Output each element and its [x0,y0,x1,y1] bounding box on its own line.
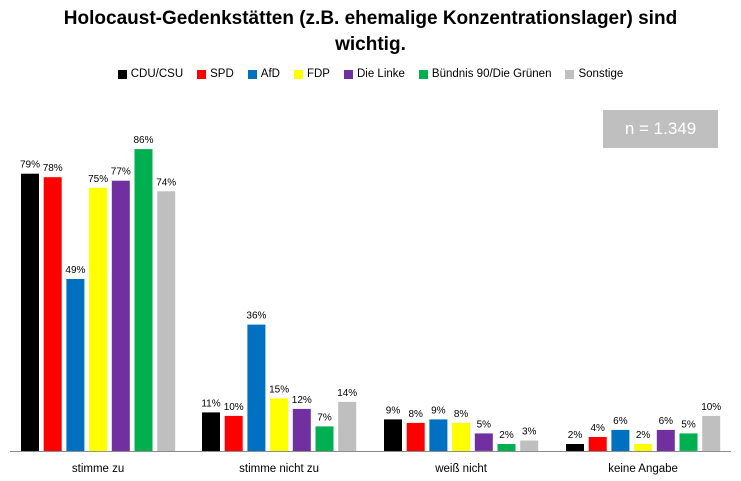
data-label: 14% [337,388,357,399]
data-label: 9% [431,405,446,416]
bar [247,324,266,451]
bar [384,419,402,451]
category-label: weiß nicht [434,463,488,475]
bar [21,173,39,451]
legend-item: Sonstige [565,68,623,80]
chart-title: Holocaust-Gedenkstätten (z.B. ehemalige … [0,6,741,58]
data-label: 78% [43,163,63,174]
category-label: stimme nicht zu [239,463,319,475]
bar [566,444,584,451]
sample-size-badge: n = 1.349 [603,110,718,148]
legend-item: FDP [293,68,330,80]
data-label: 77% [111,167,131,178]
bar [474,433,493,451]
legend-swatch [117,69,127,79]
legend-label: SPD [210,68,234,80]
bar [452,422,471,451]
bar [497,444,516,451]
data-label: 2% [568,430,583,441]
data-label: 6% [613,416,628,427]
data-label: 12% [292,395,312,406]
bar [406,422,425,451]
data-label: 8% [454,409,469,420]
sample-size-text: n = 1.349 [624,119,697,138]
bar [43,177,62,451]
legend-item: Bündnis 90/Die Grünen [418,68,552,80]
legend-item: Die Linke [343,68,405,80]
legend-swatch [565,69,575,79]
bar [111,180,130,451]
legend-label: AfD [260,68,280,80]
chart-legend: CDU/CSU SPD AfD FDP Die Linke Bündnis 90/Die … [0,68,741,80]
data-label: 75% [88,174,108,185]
bar [679,433,698,451]
legend-label: CDU/CSU [130,68,184,80]
data-label: 6% [659,416,674,427]
legend-swatch [343,69,353,79]
legend-swatch [247,69,257,79]
data-label: 10% [701,402,721,413]
data-label: 2% [499,430,514,441]
legend-label: Die Linke [356,68,405,80]
bar [270,398,289,451]
bar [157,191,176,452]
chart-title-line1: Holocaust-Gedenkstätten (z.B. ehemalige … [63,8,678,29]
legend-label: Bündnis 90/Die Grünen [431,68,552,80]
data-label: 2% [636,430,651,441]
bar [338,401,357,451]
bar [315,426,334,451]
bar [588,437,607,451]
bar [634,444,653,451]
legend-item: CDU/CSU [117,68,184,80]
data-label: 15% [269,384,289,395]
data-label: 86% [133,135,153,146]
category-label: stimme zu [72,463,124,475]
chart-title-line2: wichtig. [335,34,406,55]
legend-label: Sonstige [578,68,624,80]
bar [429,419,448,451]
data-label: 74% [156,177,176,188]
legend-label: FDP [306,68,330,80]
data-label: 79% [20,160,40,171]
data-label: 7% [317,412,332,423]
data-label: 36% [246,311,266,322]
legend-swatch [418,69,428,79]
bar [134,149,153,451]
data-label: 11% [201,398,220,409]
bar [292,408,311,451]
bar [89,187,108,452]
bar [520,440,539,451]
legend-swatch [293,69,303,79]
data-label: 4% [590,423,605,434]
data-label: 5% [477,419,492,430]
data-label: 9% [386,405,401,416]
bar [702,415,721,451]
bar [66,279,85,451]
data-label: 49% [65,265,85,276]
bar [611,429,630,451]
legend-swatch [197,69,207,79]
legend-item: AfD [247,68,280,80]
data-label: 8% [408,409,423,420]
data-label: 3% [522,427,537,438]
data-label: 10% [224,402,244,413]
bar [202,412,220,451]
bar [224,415,243,451]
bar [656,429,675,451]
data-label: 5% [681,419,696,430]
legend-item: SPD [197,68,234,80]
category-label: keine Angabe [608,463,678,475]
